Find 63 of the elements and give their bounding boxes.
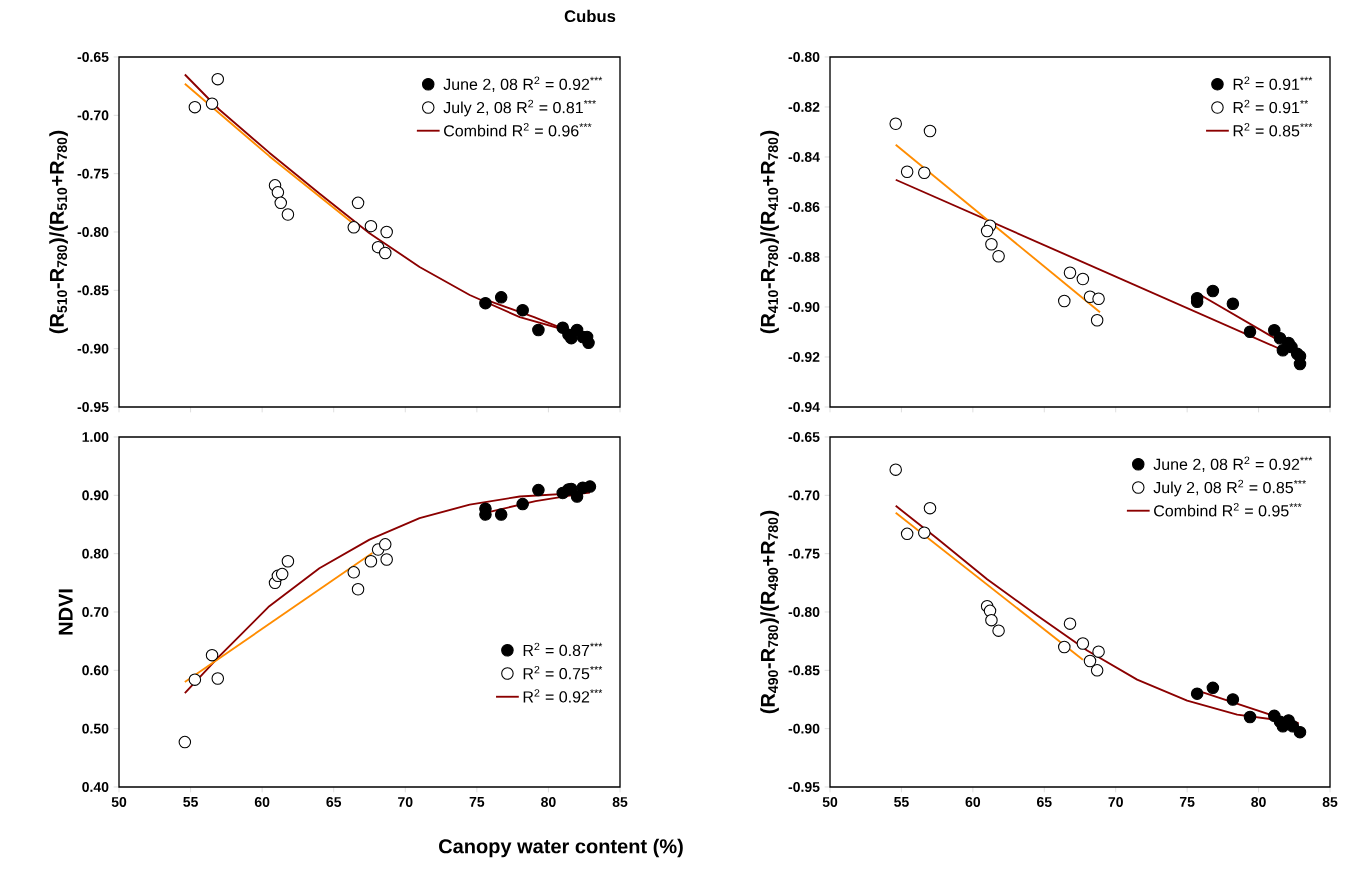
x-axis-title: Canopy water content (%) — [439, 838, 683, 858]
x-tick-label: 65 — [1037, 797, 1052, 807]
x-tick-label: 85 — [612, 797, 628, 807]
x-tick-label: 70 — [1108, 797, 1123, 807]
y-tick-label: -0.75 — [77, 168, 109, 179]
y-tick-label: -0.70 — [788, 490, 820, 501]
y-tick-label: -0.70 — [77, 110, 109, 121]
legend-label: June 2, 08 R$^{2}$ = 0.92$^{***}$ — [1153, 456, 1313, 472]
y-tick-label: -0.80 — [788, 52, 820, 62]
y-tick-label: -0.95 — [788, 782, 820, 792]
y-tick-label: -0.65 — [77, 52, 109, 62]
x-tick-label: 65 — [326, 797, 342, 807]
y-tick-label: -0.84 — [788, 152, 820, 162]
y-tick-label: 0.80 — [82, 548, 109, 559]
legend-label: July 2, 08 R$^{2}$ = 0.85$^{***}$ — [1153, 479, 1306, 497]
x-tick-label: 60 — [965, 797, 981, 807]
x-tick-label: 50 — [822, 797, 838, 807]
y-tick-label: -0.86 — [788, 202, 820, 212]
y-tick-label: -0.95 — [77, 402, 109, 412]
x-tick-label: 80 — [541, 797, 556, 807]
y-tick-label: 0.60 — [82, 665, 109, 676]
x-tick-label: 80 — [1251, 797, 1266, 807]
x-tick-label: 55 — [183, 797, 198, 807]
legend-label: July 2, 08 R$^{2}$ = 0.81$^{***}$ — [443, 99, 596, 117]
x-tick-label: 50 — [111, 797, 127, 807]
x-tick-label: 70 — [398, 797, 413, 807]
legend-label: Combind R$^{2}$ = 0.95$^{***}$ — [1154, 503, 1302, 517]
x-tick-label: 85 — [1322, 797, 1338, 807]
y-tick-label: 1.00 — [82, 432, 109, 442]
text: (R$_{490}$-R$_{780}$)/(R$_{490}$+R$_{780}$) — [760, 510, 779, 714]
x-tick-label: 55 — [894, 797, 909, 807]
y-tick-label: 0.50 — [82, 723, 109, 734]
y-tick-label: -0.94 — [788, 402, 820, 412]
y-tick-label: -0.75 — [788, 548, 820, 559]
y-tick-label: -0.80 — [788, 607, 820, 617]
x-tick-label: 75 — [469, 797, 485, 807]
y-tick-label: 0.40 — [82, 782, 109, 792]
legend-label: R$^{2}$ = 0.91$^{***}$ — [1233, 76, 1313, 90]
legend-label: R$^{2}$ = 0.85$^{***}$ — [1233, 123, 1313, 137]
legend-label: R$^{2}$ = 0.91$^{**}$ — [1233, 99, 1309, 114]
y-tick-label: -0.92 — [788, 352, 820, 362]
y-tick-label: -0.90 — [788, 723, 820, 734]
chart-title: Cubus — [564, 9, 616, 23]
x-tick-label: 75 — [1179, 797, 1195, 807]
legend-label: R$^{2}$ = 0.92$^{***}$ — [523, 689, 603, 703]
y-tick-label: -0.85 — [77, 285, 109, 296]
y-tick-label: 0.90 — [82, 490, 109, 501]
legend-label: Combind R$^{2}$ = 0.96$^{***}$ — [444, 123, 592, 137]
y-axis-title: NDVI — [58, 589, 73, 635]
y-tick-label: -0.90 — [77, 343, 109, 354]
text: (R$_{410}$-R$_{780}$)/(R$_{410}$+R$_{780}$) — [760, 130, 779, 334]
y-tick-label: -0.65 — [788, 432, 820, 442]
y-tick-label: -0.82 — [788, 102, 820, 112]
y-tick-label: -0.88 — [788, 252, 820, 262]
legend-label: R$^{2}$ = 0.75$^{***}$ — [523, 665, 603, 680]
text: (R$_{510}$-R$_{780}$)/(R$_{510}$+R$_{780}$) — [49, 130, 68, 334]
legend-label: June 2, 08 R$^{2}$ = 0.92$^{***}$ — [443, 76, 603, 92]
legend-label: R$^{2}$ = 0.87$^{***}$ — [523, 642, 603, 657]
y-tick-label: 0.70 — [82, 607, 109, 617]
y-tick-label: -0.90 — [788, 302, 820, 312]
y-tick-label: -0.85 — [788, 665, 820, 676]
y-tick-label: -0.80 — [77, 227, 109, 237]
x-tick-label: 60 — [254, 797, 270, 807]
